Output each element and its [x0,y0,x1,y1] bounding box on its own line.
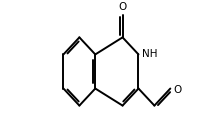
Text: O: O [118,2,127,12]
Text: NH: NH [142,49,157,59]
Text: O: O [173,85,181,95]
